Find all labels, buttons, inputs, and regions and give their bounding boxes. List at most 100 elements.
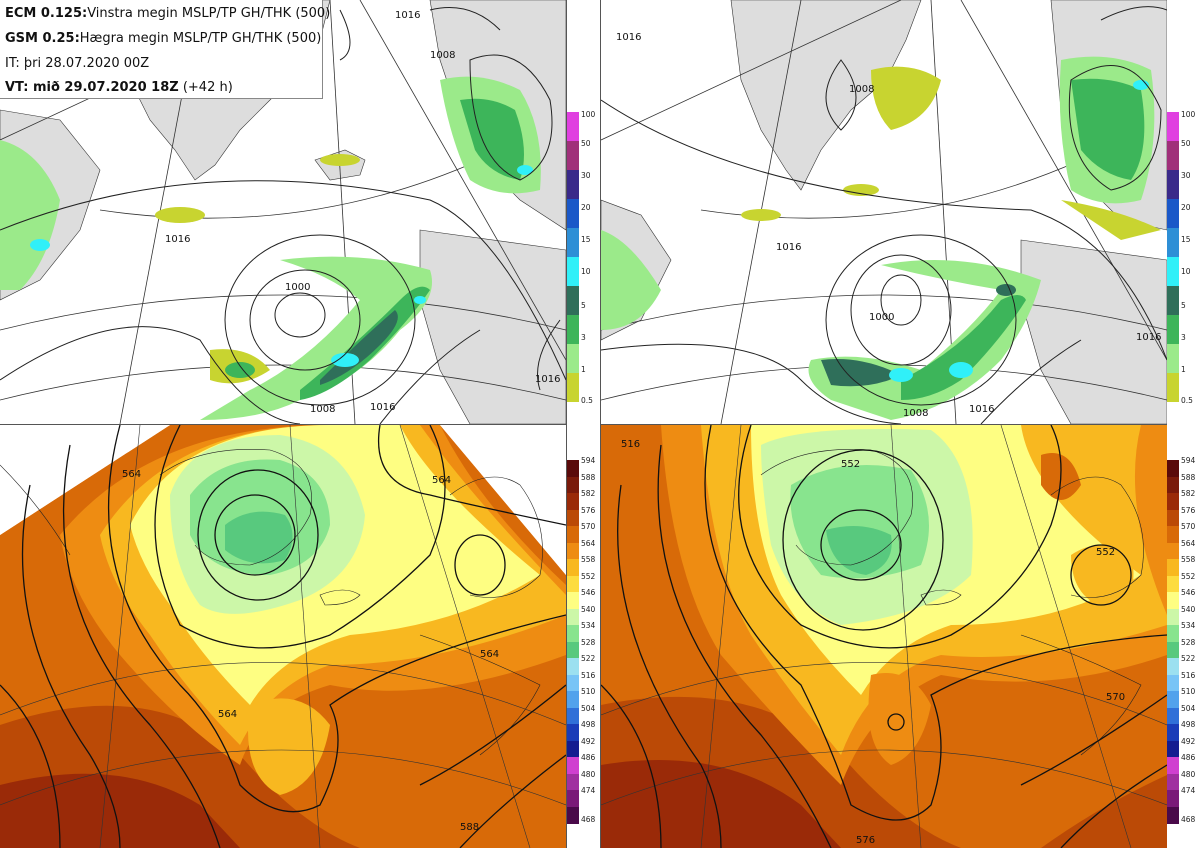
legend-swatch — [1167, 806, 1179, 824]
gsm-mslp-svg: 1016 1008 1016 1000 1008 1016 1016 — [601, 0, 1167, 424]
gsm-mslp-precip-map[interactable]: 1016 1008 1016 1000 1008 1016 1016 — [600, 0, 1167, 425]
legend-label: 30 — [581, 171, 591, 180]
legend-label: 576 — [581, 505, 596, 515]
legend-swatch — [1167, 625, 1179, 642]
legend-swatch — [1167, 315, 1179, 344]
legend-label: 50 — [581, 139, 591, 148]
gsm-coastlines — [760, 449, 1144, 756]
legend-label: 558 — [581, 555, 596, 564]
legend-label: 516 — [581, 670, 596, 680]
isobar-label: 1016 — [395, 10, 420, 21]
legend-label: 570 — [581, 522, 596, 531]
isobar-label: 1008 — [430, 50, 455, 61]
gsm-precip-shading — [601, 56, 1161, 420]
gh-label: 570 — [1106, 692, 1125, 703]
ecm-mslp-precip-map[interactable]: 1016 1008 1016 1000 1008 1016 1016 — [0, 0, 567, 425]
legend-label: 10 — [1181, 267, 1191, 276]
legend-swatch — [1167, 674, 1179, 691]
legend-label: 534 — [1181, 621, 1196, 630]
legend-swatch — [567, 509, 579, 526]
legend-swatch — [567, 641, 579, 658]
isobar-label: 1008 — [310, 404, 335, 415]
legend-swatch — [567, 740, 579, 757]
isobar-label: 1016 — [165, 234, 190, 245]
legend-label: 480 — [581, 769, 596, 779]
legend-label: 15 — [1181, 235, 1191, 244]
legend-label: 474 — [581, 786, 596, 795]
isobar-label: 1008 — [849, 84, 874, 95]
legend-swatch — [1167, 559, 1179, 576]
legend-swatch — [1167, 199, 1179, 228]
forecast-info-box: ECM 0.125:Vinstra megin MSLP/TP GH/THK (… — [0, 0, 330, 99]
legend-swatch — [1167, 228, 1179, 257]
legend-label: 480 — [1181, 769, 1196, 779]
legend-swatch — [567, 691, 579, 708]
legend-swatch — [567, 707, 579, 724]
legend-swatch — [567, 526, 579, 543]
legend-swatch — [1167, 170, 1179, 199]
legend-swatch — [567, 373, 579, 402]
legend-label: 498 — [581, 720, 596, 729]
legend-label: 486 — [1181, 753, 1196, 762]
legend-label: 594 — [581, 456, 596, 465]
legend-swatch — [1167, 575, 1179, 592]
ecm-isobar-labels: 1016 1008 1016 1000 1008 1016 1016 — [165, 10, 560, 415]
legend-label: 588 — [1181, 472, 1196, 482]
legend-label: 10 — [581, 267, 591, 276]
gsm-model-line: GSM 0.25:Hægra megin MSLP/TP GH/THK (500… — [5, 31, 321, 46]
gh-label: 564 — [122, 469, 141, 480]
isobar-label: 1016 — [1136, 332, 1161, 343]
legend-swatch — [567, 199, 579, 228]
legend-swatch — [1167, 509, 1179, 526]
legend-swatch — [1167, 542, 1179, 559]
gh-label: 564 — [218, 709, 237, 720]
legend-swatch — [1167, 740, 1179, 757]
legend-label: 50 — [1181, 139, 1191, 148]
legend-label: 522 — [1181, 654, 1196, 663]
legend-swatch — [567, 141, 579, 170]
legend-swatch — [1167, 707, 1179, 724]
legend-label: 564 — [1181, 538, 1196, 548]
legend-label: 15 — [581, 235, 591, 244]
legend-swatch — [567, 674, 579, 691]
legend-swatch — [567, 625, 579, 642]
legend-label: 498 — [1181, 720, 1196, 729]
legend-label: 546 — [1181, 588, 1196, 597]
legend-label: 100 — [1181, 110, 1196, 119]
gh-label: 516 — [621, 439, 640, 450]
isobar-label: 1016 — [616, 32, 641, 43]
ecm-thk-svg: 564 564 564 564 588 — [0, 425, 566, 848]
legend-label: 504 — [581, 703, 596, 713]
valid-time-label: VT: mið 29.07.2020 18Z — [5, 80, 179, 95]
legend-label: 1 — [581, 365, 586, 374]
legend-label: 540 — [1181, 604, 1196, 614]
gsm-model-description: Hægra megin MSLP/TP GH/THK (500) — [79, 31, 322, 46]
ecm-gh-thickness-map[interactable]: 564 564 564 564 588 — [0, 425, 567, 848]
legend-swatch — [567, 790, 579, 807]
gsm-gh-thickness-map[interactable]: 516 552 552 570 576 — [600, 425, 1167, 848]
legend-label: 570 — [1181, 522, 1196, 531]
legend-label: 576 — [1181, 505, 1196, 515]
ecm-precip-shading — [0, 76, 541, 420]
thickness-legend-left: 594 588 582 576 570 564 558 552 546 540 … — [567, 456, 599, 824]
legend-swatch — [1167, 493, 1179, 510]
legend-swatch — [1167, 757, 1179, 774]
legend-swatch — [567, 757, 579, 774]
legend-swatch — [567, 658, 579, 675]
isobar-label: 1016 — [370, 402, 395, 413]
gsm-gh-labels: 516 552 552 570 576 — [621, 439, 1125, 846]
precip-legend-right: 100 50 30 20 15 10 5 3 1 0.5 — [1167, 110, 1199, 405]
legend-label: 3 — [1181, 333, 1186, 342]
legend-swatch — [567, 608, 579, 625]
legend-label: 564 — [581, 538, 596, 548]
legend-label: 492 — [1181, 736, 1196, 746]
gsm-gh-contours — [601, 425, 1167, 848]
isobar-label: 1000 — [285, 282, 310, 293]
legend-swatch — [1167, 112, 1179, 141]
gh-label: 552 — [841, 459, 860, 470]
valid-time-line: VT: mið 29.07.2020 18Z (+42 h) — [5, 80, 233, 95]
isobar-label: 1008 — [903, 408, 928, 419]
legend-label: 0.5 — [581, 396, 593, 405]
legend-swatch — [567, 315, 579, 344]
legend-label: 30 — [1181, 171, 1191, 180]
